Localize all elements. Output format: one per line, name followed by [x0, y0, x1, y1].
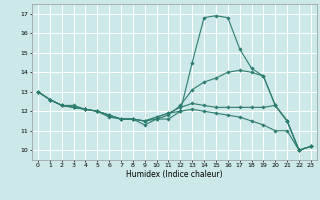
X-axis label: Humidex (Indice chaleur): Humidex (Indice chaleur): [126, 170, 223, 179]
